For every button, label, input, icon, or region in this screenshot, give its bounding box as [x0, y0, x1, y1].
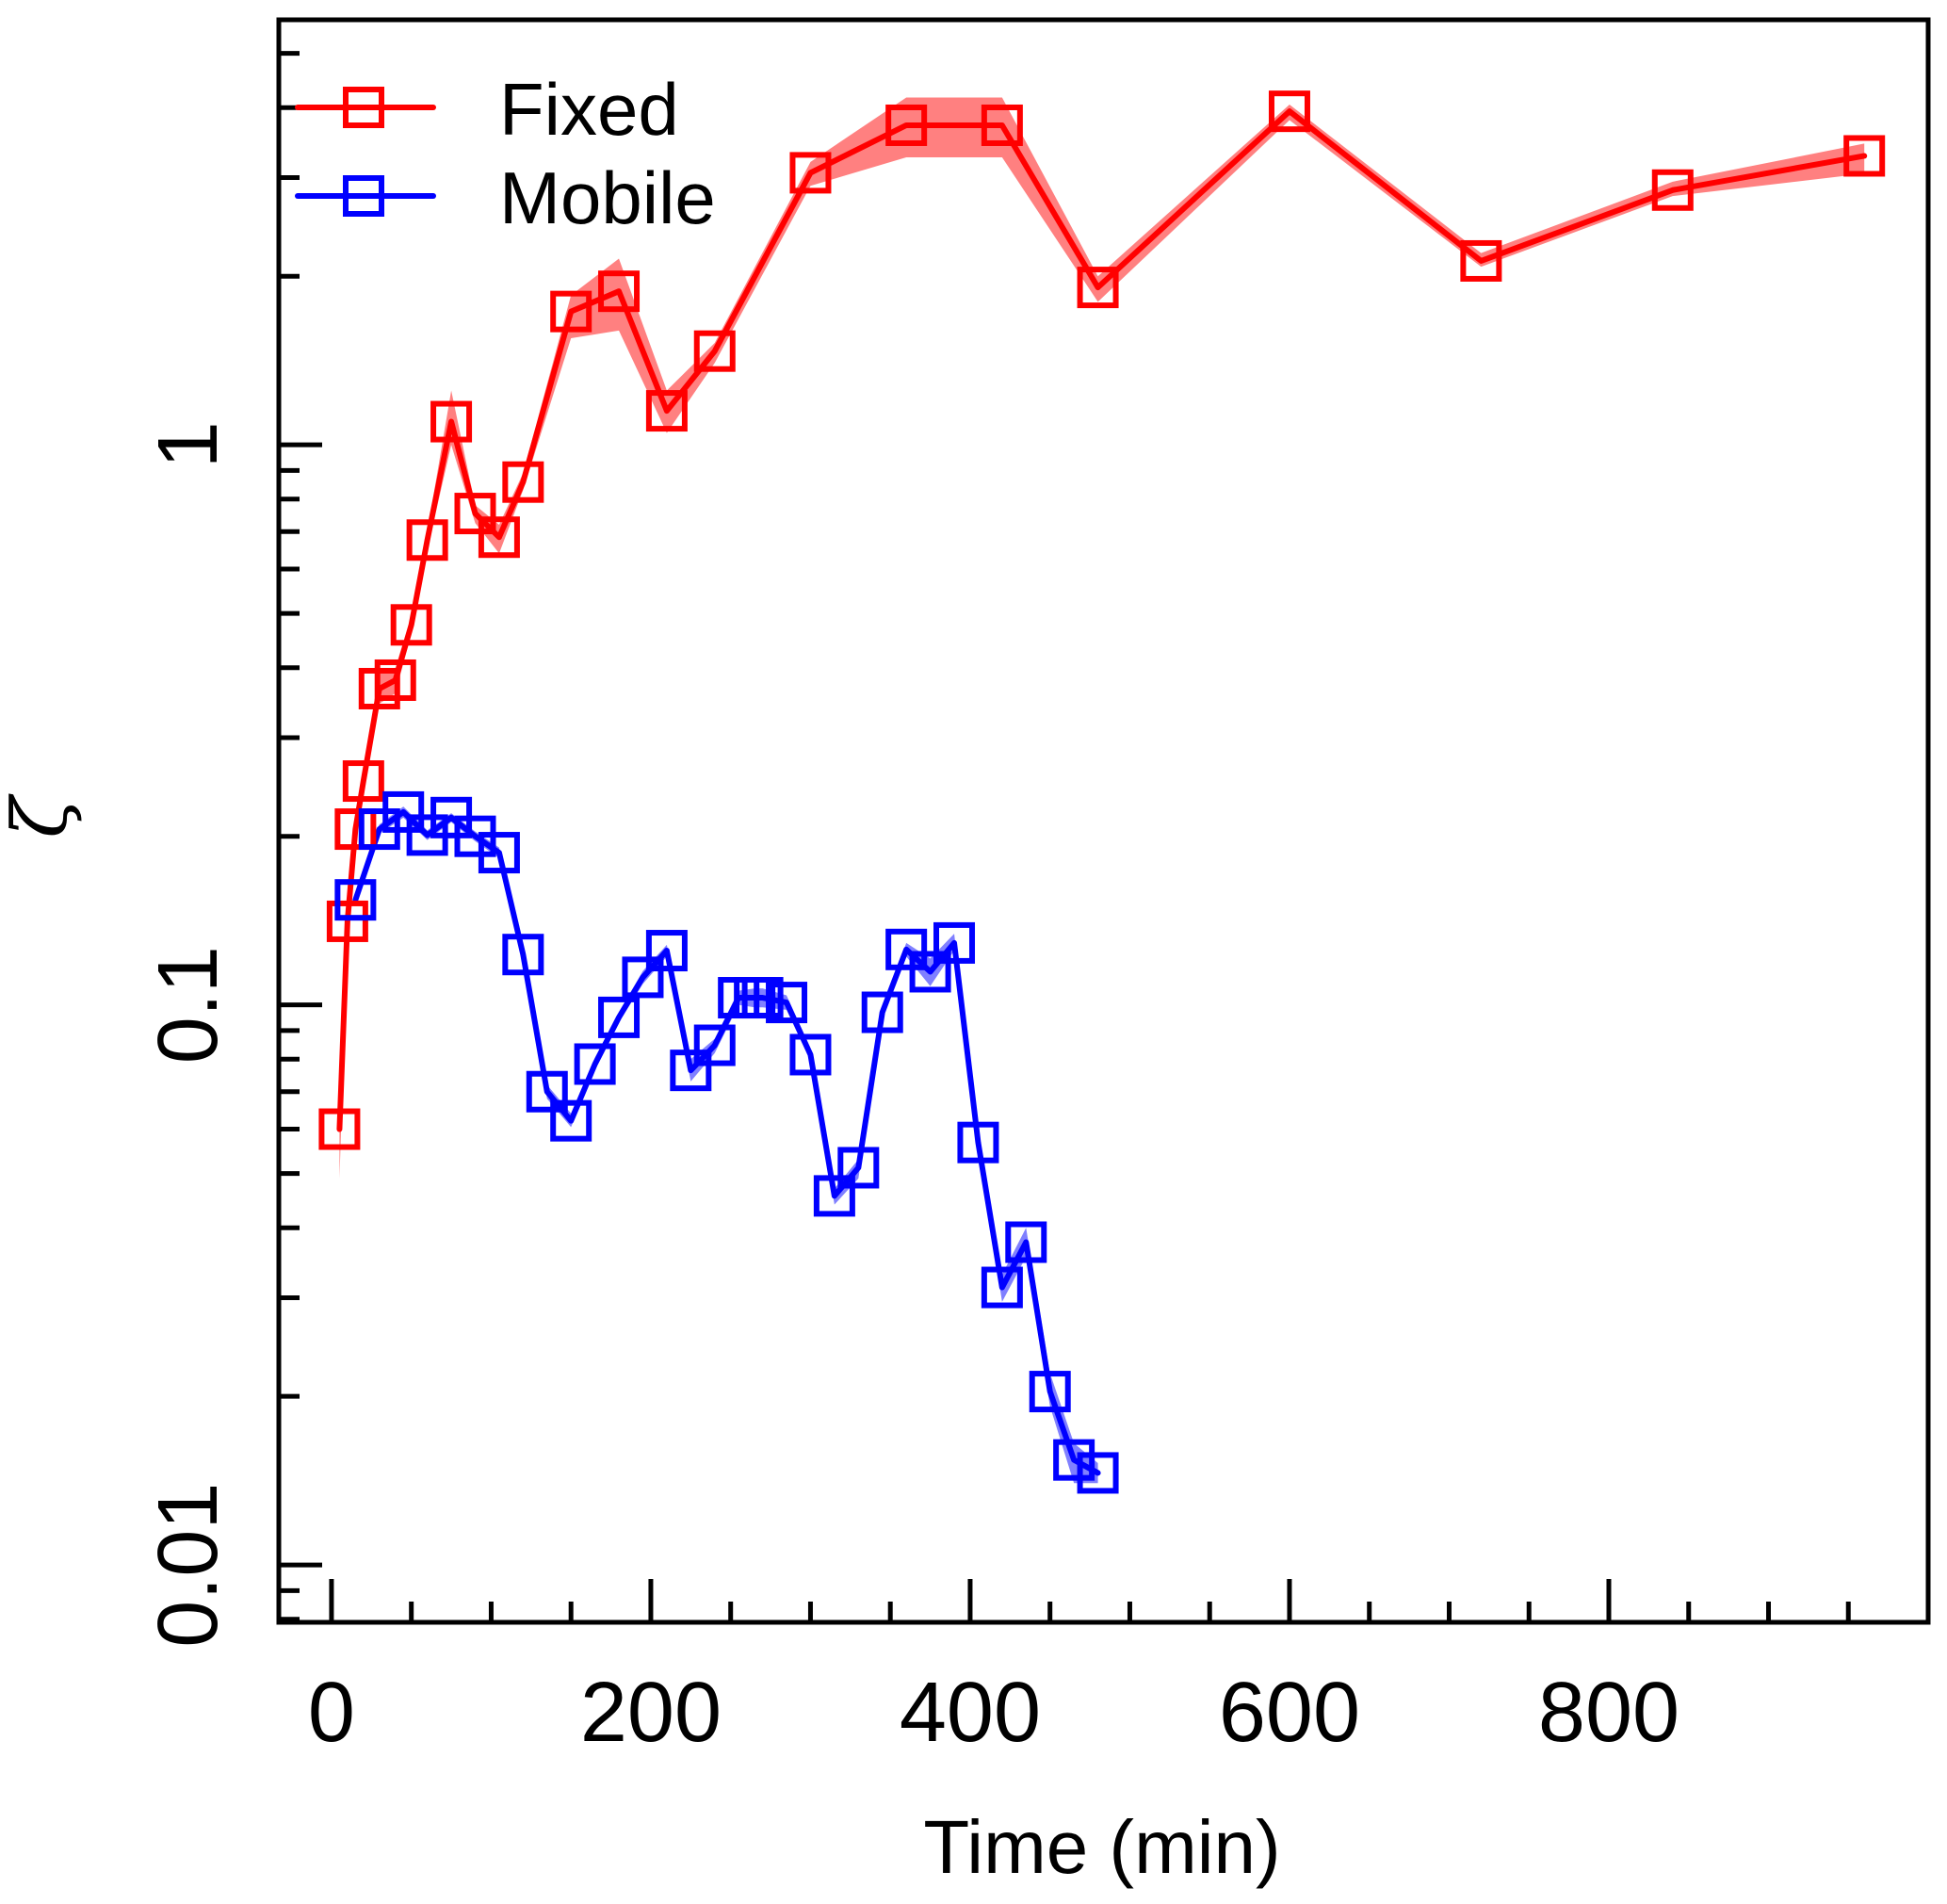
data-point-mobile	[670, 1050, 712, 1092]
x-tick-label: 200	[580, 1666, 722, 1760]
data-point-mobile	[741, 977, 784, 1019]
data-point-mobile	[885, 928, 928, 970]
data-point-fixed	[326, 900, 368, 942]
legend-marker-mobile	[343, 175, 384, 217]
data-point-fixed	[981, 104, 1023, 146]
data-point-fixed	[374, 659, 416, 701]
data-point-fixed	[1268, 90, 1310, 133]
data-point-fixed	[454, 493, 496, 535]
data-point-fixed	[645, 390, 688, 432]
data-point-mobile	[957, 1121, 999, 1164]
data-point-mobile	[598, 996, 641, 1038]
data-point-fixed	[598, 270, 641, 313]
x-tick-label: 600	[1219, 1666, 1360, 1760]
x-axis-ticks	[329, 1579, 1931, 1622]
data-point-fixed	[478, 516, 520, 559]
x-tick-label: 800	[1538, 1666, 1679, 1760]
legend-marker-fixed	[343, 87, 384, 128]
data-point-mobile	[1053, 1439, 1095, 1481]
data-point-mobile	[789, 1033, 832, 1076]
data-point-fixed	[390, 604, 432, 646]
y-tick-label: 1	[141, 421, 235, 468]
error-band-fixed	[339, 97, 1865, 1179]
data-point-mobile	[837, 1147, 880, 1189]
data-point-mobile	[478, 832, 520, 874]
data-point-fixed	[1651, 169, 1694, 211]
data-point-fixed	[1460, 239, 1502, 282]
data-point-mobile	[645, 930, 688, 972]
data-point-mobile	[526, 1070, 568, 1113]
x-tick-label: 400	[900, 1666, 1041, 1760]
data-point-fixed	[430, 400, 473, 443]
x-tick-label: 0	[308, 1666, 355, 1760]
series-lines	[336, 108, 1868, 1476]
y-tick-label: 0.1	[141, 946, 235, 1064]
data-point-mobile	[502, 934, 544, 976]
x-axis-label: Time (min)	[923, 1805, 1280, 1889]
data-point-fixed	[318, 1108, 361, 1150]
data-point-mobile	[334, 879, 377, 921]
data-point-fixed	[334, 808, 377, 851]
y-axis-label: ζ	[0, 793, 84, 838]
data-point-mobile	[909, 951, 951, 993]
data-point-mobile	[550, 1099, 592, 1142]
data-point-mobile	[1005, 1221, 1047, 1263]
legend-item-fixed[interactable]: Fixed	[295, 68, 679, 151]
y-axis-ticks	[279, 51, 322, 1622]
data-point-mobile	[622, 956, 664, 999]
data-point-fixed	[1843, 135, 1886, 177]
data-point-fixed	[342, 760, 384, 803]
legend-label-fixed: Fixed	[499, 68, 679, 151]
data-point-mobile	[693, 1024, 736, 1066]
data-point-mobile	[574, 1043, 616, 1085]
y-axis-tick-labels: 0.01 0.1 1	[141, 421, 235, 1648]
data-point-mobile	[1077, 1452, 1119, 1494]
error-band-mobile	[355, 806, 1098, 1484]
data-point-fixed	[885, 104, 928, 146]
legend-item-mobile[interactable]: Mobile	[295, 156, 716, 239]
y-tick-label: 0.01	[141, 1483, 235, 1648]
legend: Fixed Mobile	[295, 68, 716, 239]
data-point-fixed	[550, 290, 592, 333]
data-point-mobile	[766, 982, 808, 1024]
series-line-fixed	[336, 108, 1868, 1132]
series-line-mobile	[352, 808, 1101, 1476]
data-point-mobile	[933, 921, 976, 964]
data-point-fixed	[1077, 267, 1119, 309]
data-point-mobile	[813, 1175, 855, 1217]
data-point-fixed	[693, 330, 736, 372]
data-point-mobile	[861, 991, 903, 1033]
data-point-fixed	[502, 461, 544, 503]
data-point-mobile	[1029, 1371, 1071, 1413]
legend-label-mobile: Mobile	[499, 156, 716, 239]
data-point-fixed	[789, 152, 832, 194]
data-point-fixed	[406, 519, 448, 561]
plot-frame	[276, 17, 1931, 1625]
data-point-mobile	[981, 1266, 1023, 1309]
data-point-mobile	[382, 790, 425, 833]
x-axis-tick-labels: 0 200 400 600 800	[308, 1666, 1679, 1760]
series-markers	[318, 90, 1886, 1494]
